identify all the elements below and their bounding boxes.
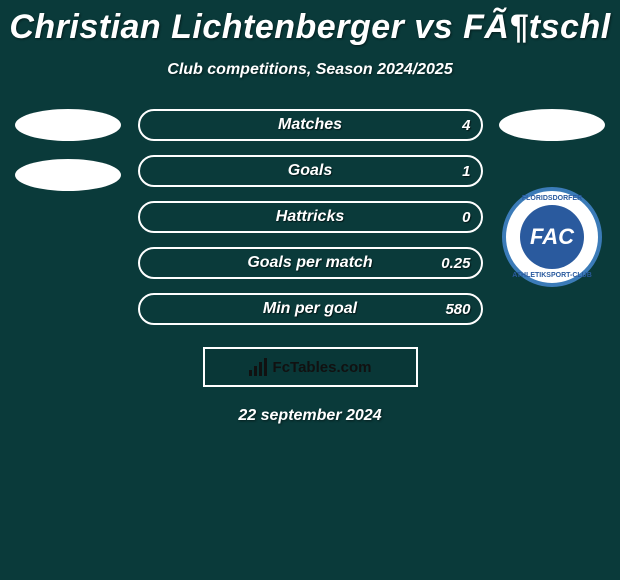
stat-bar: Goals 1 <box>138 155 483 187</box>
player-photo-placeholder <box>15 109 121 141</box>
bar-right-value: 4 <box>462 117 470 134</box>
bar-right-value: 0.25 <box>441 255 470 272</box>
right-player-col: FLORIDSDORFER FAC ATHLETIKSPORT-CLUB <box>495 109 610 287</box>
footer-brand-box: FcTables.com <box>203 347 418 387</box>
comparison-content: Matches 4 Goals 1 Hattricks 0 Goals per match 0… <box>0 109 620 325</box>
stat-bar: Min per goal 580 <box>138 293 483 325</box>
bar-right-value: 1 <box>462 163 470 180</box>
player-photo-placeholder <box>15 159 121 191</box>
subtitle: Club competitions, Season 2024/2025 <box>0 61 620 79</box>
club-logo: FLORIDSDORFER FAC ATHLETIKSPORT-CLUB <box>502 187 602 287</box>
logo-text: FAC <box>520 205 584 269</box>
left-player-col <box>11 109 126 191</box>
date-text: 22 september 2024 <box>0 407 620 425</box>
stat-bar: Hattricks 0 <box>138 201 483 233</box>
logo-arc-bot: ATHLETIKSPORT-CLUB <box>512 272 592 279</box>
bar-right-value: 0 <box>462 209 470 226</box>
player-photo-placeholder <box>499 109 605 141</box>
chart-icon <box>249 358 267 376</box>
stat-bar: Matches 4 <box>138 109 483 141</box>
bar-label: Goals per match <box>247 254 372 272</box>
stat-bar: Goals per match 0.25 <box>138 247 483 279</box>
stat-bars: Matches 4 Goals 1 Hattricks 0 Goals per match 0… <box>138 109 483 325</box>
page-title: Christian Lichtenberger vs FÃ¶tschl <box>0 0 620 47</box>
logo-arc-top: FLORIDSDORFER <box>522 195 582 202</box>
bar-label: Matches <box>278 116 342 134</box>
footer-brand-text: FcTables.com <box>273 359 372 376</box>
bar-label: Goals <box>288 162 332 180</box>
bar-label: Min per goal <box>263 300 357 318</box>
bar-right-value: 580 <box>445 301 470 318</box>
bar-label: Hattricks <box>276 208 344 226</box>
